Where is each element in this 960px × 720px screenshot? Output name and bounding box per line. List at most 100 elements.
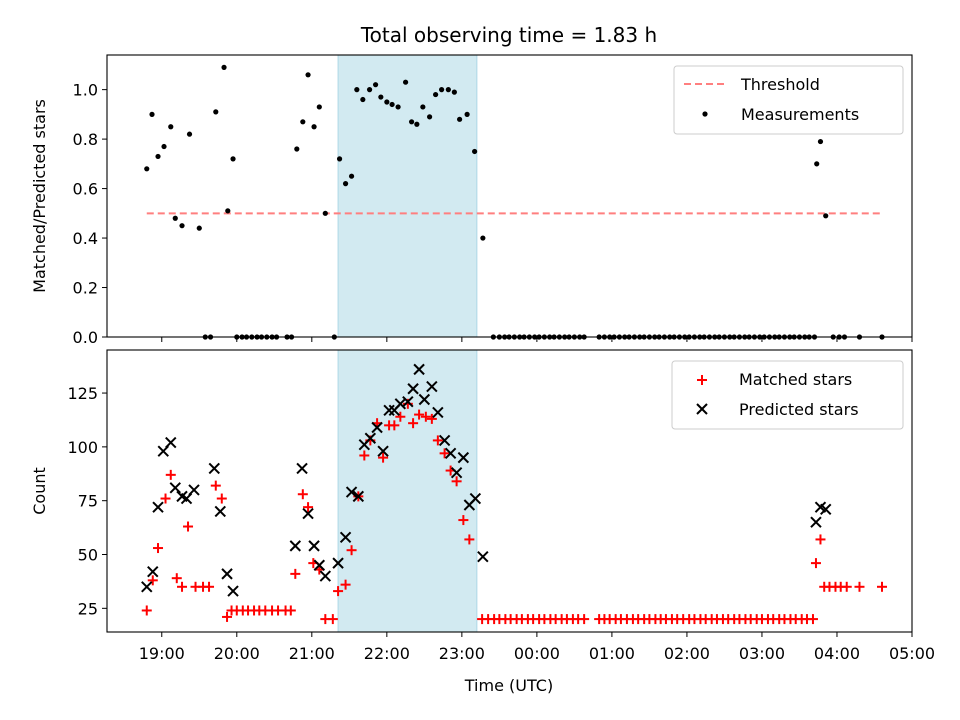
measurement-point	[305, 72, 311, 78]
predicted-star-point	[352, 490, 365, 503]
predicted-star-point	[152, 501, 164, 513]
matched-star-point	[297, 489, 308, 500]
top-y-axis-label: Matched/Predicted stars	[30, 99, 49, 293]
matched-star-point	[807, 614, 818, 625]
matched-star-point	[426, 413, 437, 424]
matched-star-point	[222, 611, 233, 622]
predicted-star-point	[339, 531, 352, 543]
matched-star-point	[439, 448, 450, 459]
bottom-y-axis-label: Count	[30, 467, 49, 515]
bottom-legend: Matched stars Predicted stars	[671, 360, 904, 430]
predicted-star-point	[383, 404, 395, 416]
measurement-point	[439, 87, 445, 93]
legend-predicted-label: Predicted stars	[739, 400, 859, 419]
x-tick-label: 03:00	[739, 644, 785, 663]
predicted-star-point	[432, 406, 444, 419]
matched-star-point	[395, 411, 406, 422]
measurement-point	[372, 82, 379, 88]
predicted-star-point	[377, 445, 389, 457]
bottom-y-axis-ticks: 25 50 75 100 125	[67, 384, 107, 618]
predicted-star-point	[418, 393, 431, 406]
matched-star-point	[841, 581, 852, 592]
predicted-star-point	[457, 451, 470, 464]
measurement-point	[316, 104, 322, 110]
measurement-point	[457, 116, 463, 122]
bottom-panel-frame	[106, 349, 913, 633]
predicted-star-point	[371, 421, 383, 434]
measurement-point	[480, 235, 486, 241]
predicted-star-point	[313, 559, 326, 571]
x-tick-label: 19:00	[139, 644, 185, 663]
top-y-axis-ticks: 0.0 0.2 0.4 0.6 0.8 1.0	[73, 81, 107, 347]
matched-star-point	[160, 493, 171, 504]
matched-star-point	[290, 568, 301, 579]
top-x-axis-ticks	[161, 337, 913, 342]
measurement-point	[408, 119, 415, 125]
predicted-star-point	[407, 383, 419, 395]
y-tick-label: 25	[78, 599, 98, 618]
predicted-star-point	[477, 550, 489, 563]
matched-star-point	[340, 579, 351, 590]
predicted-star-point	[450, 466, 463, 479]
top-panel-frame	[106, 54, 913, 338]
predicted-star-point	[402, 395, 414, 408]
bottom-panel: 25 50 75 100 125 19:00 20:00 21:00 22:00 23:00 00…	[30, 349, 935, 663]
matched-star-point	[579, 614, 590, 625]
x-tick-label: 22:00	[364, 644, 410, 663]
matched-star-point	[464, 534, 475, 545]
matched-star-point	[420, 411, 431, 422]
x-tick-label: 02:00	[664, 644, 710, 663]
measurement-point	[294, 146, 300, 152]
measurement-point	[196, 225, 202, 231]
measurement-point	[300, 119, 306, 125]
predicted-star-point	[332, 557, 344, 569]
bottom-x-axis-ticks: 19:00 20:00 21:00 22:00 23:00 00:00 01:00 02:00…	[139, 632, 935, 663]
predicted-star-point	[319, 570, 332, 582]
matched-star-point	[451, 476, 462, 487]
x-tick-label: 23:00	[439, 644, 485, 663]
measurement-point	[168, 124, 174, 130]
predicted-star-point	[227, 585, 239, 597]
x-tick-label: 21:00	[289, 644, 335, 663]
measurement-point	[348, 173, 355, 179]
predicted-star-point	[147, 566, 159, 578]
matched-star-point	[346, 545, 357, 556]
y-tick-label: 0.0	[73, 328, 98, 347]
predicted-star-point	[469, 492, 482, 505]
predicted-star-point	[820, 503, 832, 516]
matched-star-point	[378, 452, 389, 463]
matched-star-point	[210, 480, 221, 491]
legend-matched-label: Matched stars	[739, 370, 852, 389]
matched-star-point	[204, 581, 215, 592]
matched-star-point	[810, 558, 821, 569]
y-tick-label: 125	[67, 384, 98, 403]
predicted-star-point	[438, 434, 451, 447]
observing-window-shade-top	[337, 54, 478, 338]
x-tick-label: 05:00	[889, 644, 935, 663]
measurement-point	[823, 213, 829, 219]
predicted-star-point	[426, 380, 438, 393]
matched-star-point	[216, 493, 227, 504]
measurement-point	[389, 101, 395, 108]
predicted-star-point	[364, 432, 377, 444]
measurement-point	[155, 153, 161, 160]
top-legend-box	[673, 65, 904, 135]
predicted-star-point	[444, 447, 457, 460]
measurement-point	[360, 96, 366, 103]
y-tick-label: 50	[78, 546, 98, 565]
predicted-star-point	[221, 568, 233, 580]
matched-star-point	[876, 581, 887, 592]
measurement-point	[395, 104, 401, 110]
measurement-point	[414, 121, 420, 127]
legend-matched-swatch	[697, 375, 707, 385]
predicted-star-point	[302, 507, 314, 520]
measurement-point	[464, 111, 470, 117]
measurement-point	[144, 166, 150, 172]
legend-threshold-label: Threshold	[740, 75, 820, 94]
predicted-star-point	[169, 482, 181, 494]
predicted-star-point	[289, 540, 302, 552]
legend-measurements-swatch	[702, 111, 708, 117]
measurement-point	[172, 215, 178, 221]
matched-star-point	[815, 534, 826, 545]
